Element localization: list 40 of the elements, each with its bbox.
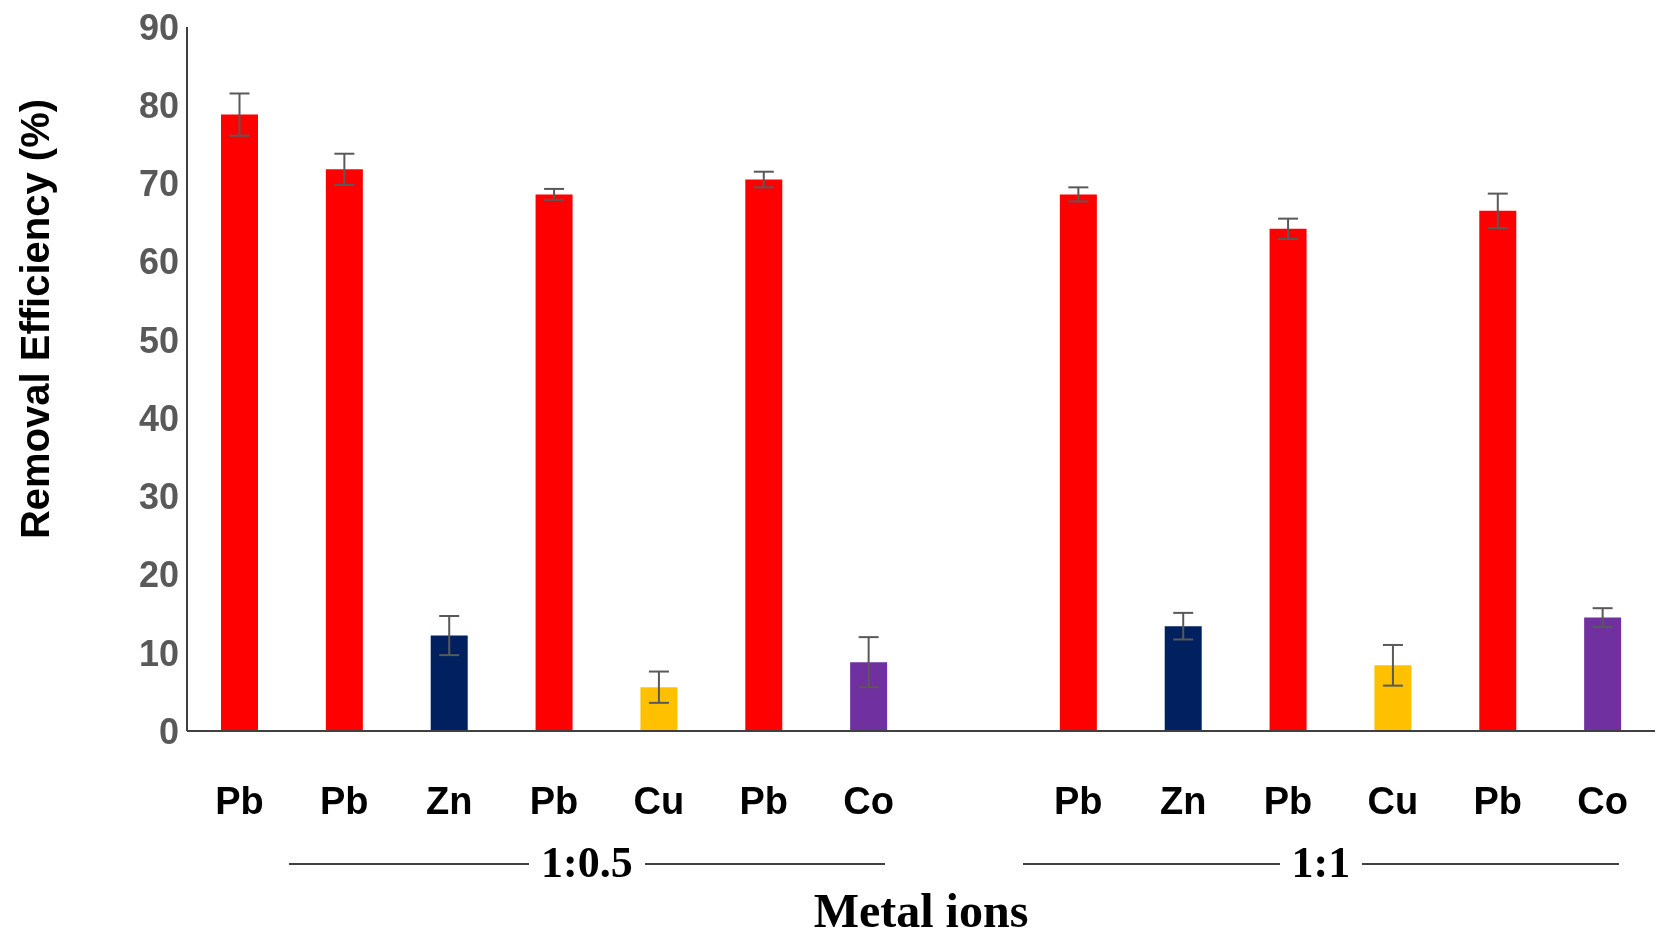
x-tick-label: Pb — [215, 779, 264, 822]
x-tick-label: Co — [1577, 779, 1628, 822]
bar — [1374, 665, 1412, 731]
x-tick-label: Pb — [1263, 779, 1313, 822]
y-tick-label: 20 — [138, 554, 179, 596]
text: 1:1 — [1279, 838, 1363, 887]
y-tick-label: 40 — [138, 397, 179, 439]
bar — [1269, 228, 1307, 731]
text: 1:0.5 — [529, 838, 645, 887]
y-tick-label: 50 — [138, 319, 179, 361]
bar — [535, 194, 573, 731]
y-tick-label: 30 — [138, 476, 179, 518]
y-tick-label: 70 — [138, 163, 179, 205]
x-tick-label: Pb — [739, 779, 788, 822]
x-tick-label: Pb — [320, 779, 369, 822]
bar — [850, 662, 888, 731]
x-tick-label: Pb — [1473, 779, 1522, 822]
x-tick-label: Zn — [425, 779, 473, 822]
bar — [1059, 194, 1097, 731]
y-tick-label: 10 — [138, 632, 179, 674]
y-tick-label: 0 — [158, 710, 179, 752]
x-tick-label: Cu — [1367, 779, 1419, 822]
x-tick-label: Pb — [1054, 779, 1103, 822]
x-tick-label: Zn — [1159, 779, 1207, 822]
y-axis-title: Removal Efficiency (%) — [13, 98, 58, 540]
bar — [1164, 626, 1202, 731]
y-tick-label: 80 — [138, 85, 179, 126]
bar — [1479, 210, 1517, 731]
bar — [1584, 617, 1622, 731]
bar — [745, 179, 783, 731]
x-tick-label: Cu — [633, 779, 685, 822]
x-axis-title: Metal ions — [813, 884, 1029, 937]
y-tick-label: 60 — [138, 241, 179, 283]
x-tick-label: Pb — [529, 779, 579, 822]
bar — [430, 635, 468, 731]
x-tick-label: Co — [843, 779, 894, 822]
bar — [325, 169, 363, 731]
y-tick-label: 90 — [138, 6, 179, 48]
bar — [640, 687, 678, 731]
bar — [221, 114, 258, 731]
